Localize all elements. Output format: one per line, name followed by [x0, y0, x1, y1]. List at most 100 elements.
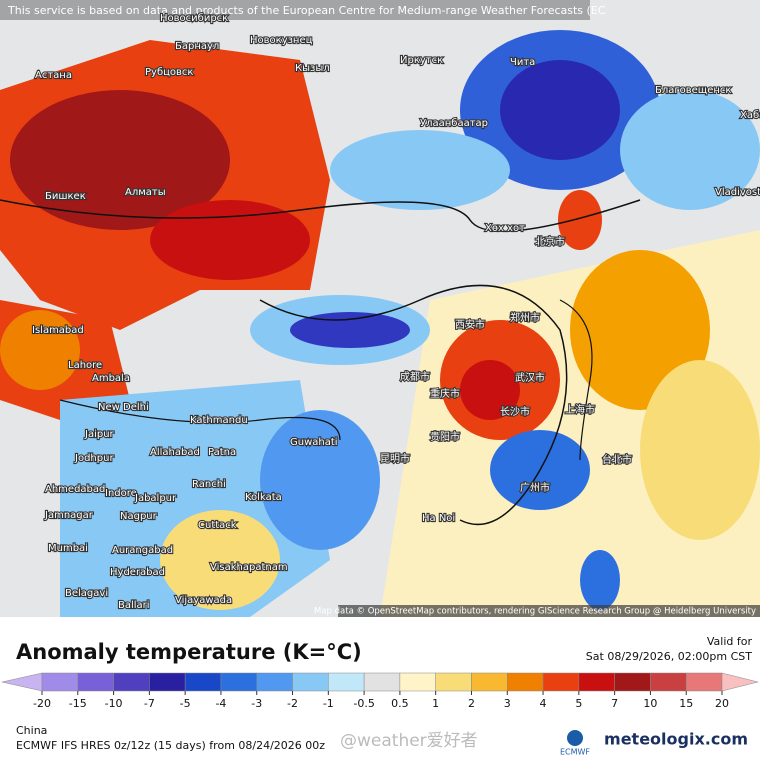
- city-label: 台北市: [602, 453, 632, 466]
- legend-swatch: [292, 672, 329, 692]
- city-label: 北京市: [535, 235, 565, 248]
- legend-swatch: [77, 672, 114, 692]
- city-label: Visakhapatnam: [210, 562, 288, 573]
- city-label: Барнаул: [175, 41, 219, 52]
- legend-tick-label: 20: [715, 697, 729, 710]
- city-label: Ha Noi: [422, 513, 455, 524]
- city-label: Jodhpur: [74, 453, 114, 464]
- legend-swatch: [650, 672, 687, 692]
- city-label: Islamabad: [32, 325, 84, 336]
- legend-tick-label: -5: [180, 697, 191, 710]
- legend-swatch: [399, 672, 436, 692]
- city-label: Guwahati: [290, 437, 338, 448]
- legend-swatch: [614, 672, 651, 692]
- city-label: Чита: [510, 57, 535, 68]
- city-label: Belagavi: [65, 588, 108, 599]
- legend-tick-label: -1: [323, 697, 334, 710]
- legend-tick-label: 3: [504, 697, 511, 710]
- legend-tick-label: 2: [468, 697, 475, 710]
- city-label: Vijayawada: [175, 595, 232, 606]
- city-label: Ahmedabad: [45, 484, 105, 495]
- valid-time: Sat 08/29/2026, 02:00pm CST: [586, 650, 752, 663]
- city-label: 贵阳市: [430, 430, 460, 443]
- attribution: Map data © OpenStreetMap contributors, r…: [314, 607, 756, 617]
- city-label: Новокузнец: [250, 35, 313, 46]
- city-label: 上海市: [565, 403, 595, 416]
- city-label: Хөх хот: [485, 223, 525, 234]
- city-label: 武汉市: [515, 371, 545, 384]
- city-label: Lahore: [68, 360, 102, 371]
- legend-swatch: [328, 672, 365, 692]
- city-label: 长沙市: [500, 405, 530, 418]
- legend-swatch: [184, 672, 222, 692]
- city-label: 昆明市: [380, 452, 410, 465]
- legend-tick-label: 1: [432, 697, 439, 710]
- city-label: Jaipur: [84, 429, 115, 440]
- city-label: Хабаро: [740, 110, 760, 121]
- city-label: Vladivostok: [715, 187, 760, 198]
- city-label: Cuttack: [198, 520, 237, 531]
- city-label: Jamnagar: [44, 510, 94, 521]
- city-label: Иркутск: [400, 55, 443, 66]
- city-label: Mumbai: [48, 543, 88, 554]
- legend-swatch: [113, 672, 150, 692]
- legend-swatch: [471, 672, 508, 692]
- legend-tick-label: -20: [33, 697, 51, 710]
- city-label: 广州市: [520, 481, 550, 494]
- city-label: Рубцовск: [145, 67, 193, 78]
- legend-swatch: [149, 672, 186, 692]
- legend-swatch: [363, 672, 401, 692]
- legend-title: Anomaly temperature (K=°C): [16, 640, 362, 664]
- footer: Anomaly temperature (K=°C) Valid for Sat…: [16, 635, 752, 757]
- city-label: Ambala: [92, 373, 130, 384]
- city-label: Ballari: [118, 600, 150, 611]
- city-label: Кызыл: [295, 63, 330, 74]
- legend-swatch: [220, 672, 257, 692]
- city-label: Kolkata: [245, 492, 282, 503]
- city-labels: Новосибирск Барнаул Новокузнец Астана Рубцов…: [31, 12, 760, 612]
- city-label: Hyderabad: [110, 567, 165, 578]
- notice: This service is based on data and produc…: [7, 4, 606, 17]
- city-label: 成都市: [400, 370, 430, 383]
- ecmwf-logo: ECMWF: [560, 748, 590, 757]
- city-label: Новосибирск: [160, 13, 228, 24]
- legend-tick-label: -10: [105, 697, 123, 710]
- legend-swatch: [685, 672, 723, 692]
- legend-tick-label: 5: [575, 697, 582, 710]
- valid-label: Valid for: [707, 635, 753, 648]
- city-label: 郑州市: [510, 311, 540, 324]
- legend-tick-label: 15: [679, 697, 693, 710]
- legend-swatch: [256, 672, 293, 692]
- city-label: 西安市: [455, 318, 485, 331]
- meteologix-logo: meteologix.com: [604, 730, 748, 749]
- legend-tick-label: -15: [69, 697, 87, 710]
- map: This service is based on data and produc…: [0, 0, 760, 617]
- color-bar: -20 -15 -10 -7 -5 -4 -3 -2 -1 -0.5 0.5 1 2 3 4 5 7 10 15 20: [1, 672, 759, 710]
- legend-tick-label: -7: [144, 697, 155, 710]
- legend-end: [721, 672, 759, 692]
- legend-tick-label: 4: [540, 697, 547, 710]
- city-label: Patna: [208, 447, 236, 458]
- city-label: Ranchi: [192, 479, 226, 490]
- region: China: [16, 724, 47, 737]
- city-label: Благовещенск: [655, 85, 731, 96]
- city-label: Бишкек: [45, 191, 86, 202]
- legend-tick-label: 7: [611, 697, 618, 710]
- city-label: Aurangabad: [112, 545, 173, 556]
- legend-tick-label: -0.5: [353, 697, 374, 710]
- city-label: Nagpur: [120, 511, 158, 522]
- legend-tick-label: 10: [643, 697, 657, 710]
- legend-tick-label: -3: [251, 697, 262, 710]
- legend-tick-label: -4: [215, 697, 226, 710]
- legend-swatch: [578, 672, 615, 692]
- city-label: Jabalpur: [134, 493, 177, 504]
- legend-swatch: [542, 672, 580, 692]
- legend-end: [1, 672, 43, 692]
- legend-swatch: [507, 672, 544, 692]
- city-label: Indore: [105, 488, 137, 499]
- model-info: ECMWF IFS HRES 0z/12z (15 days) from 08/…: [16, 739, 325, 752]
- city-label: New Delhi: [98, 402, 149, 413]
- city-label: Алматы: [125, 187, 166, 198]
- city-label: Улаанбаатар: [420, 118, 488, 129]
